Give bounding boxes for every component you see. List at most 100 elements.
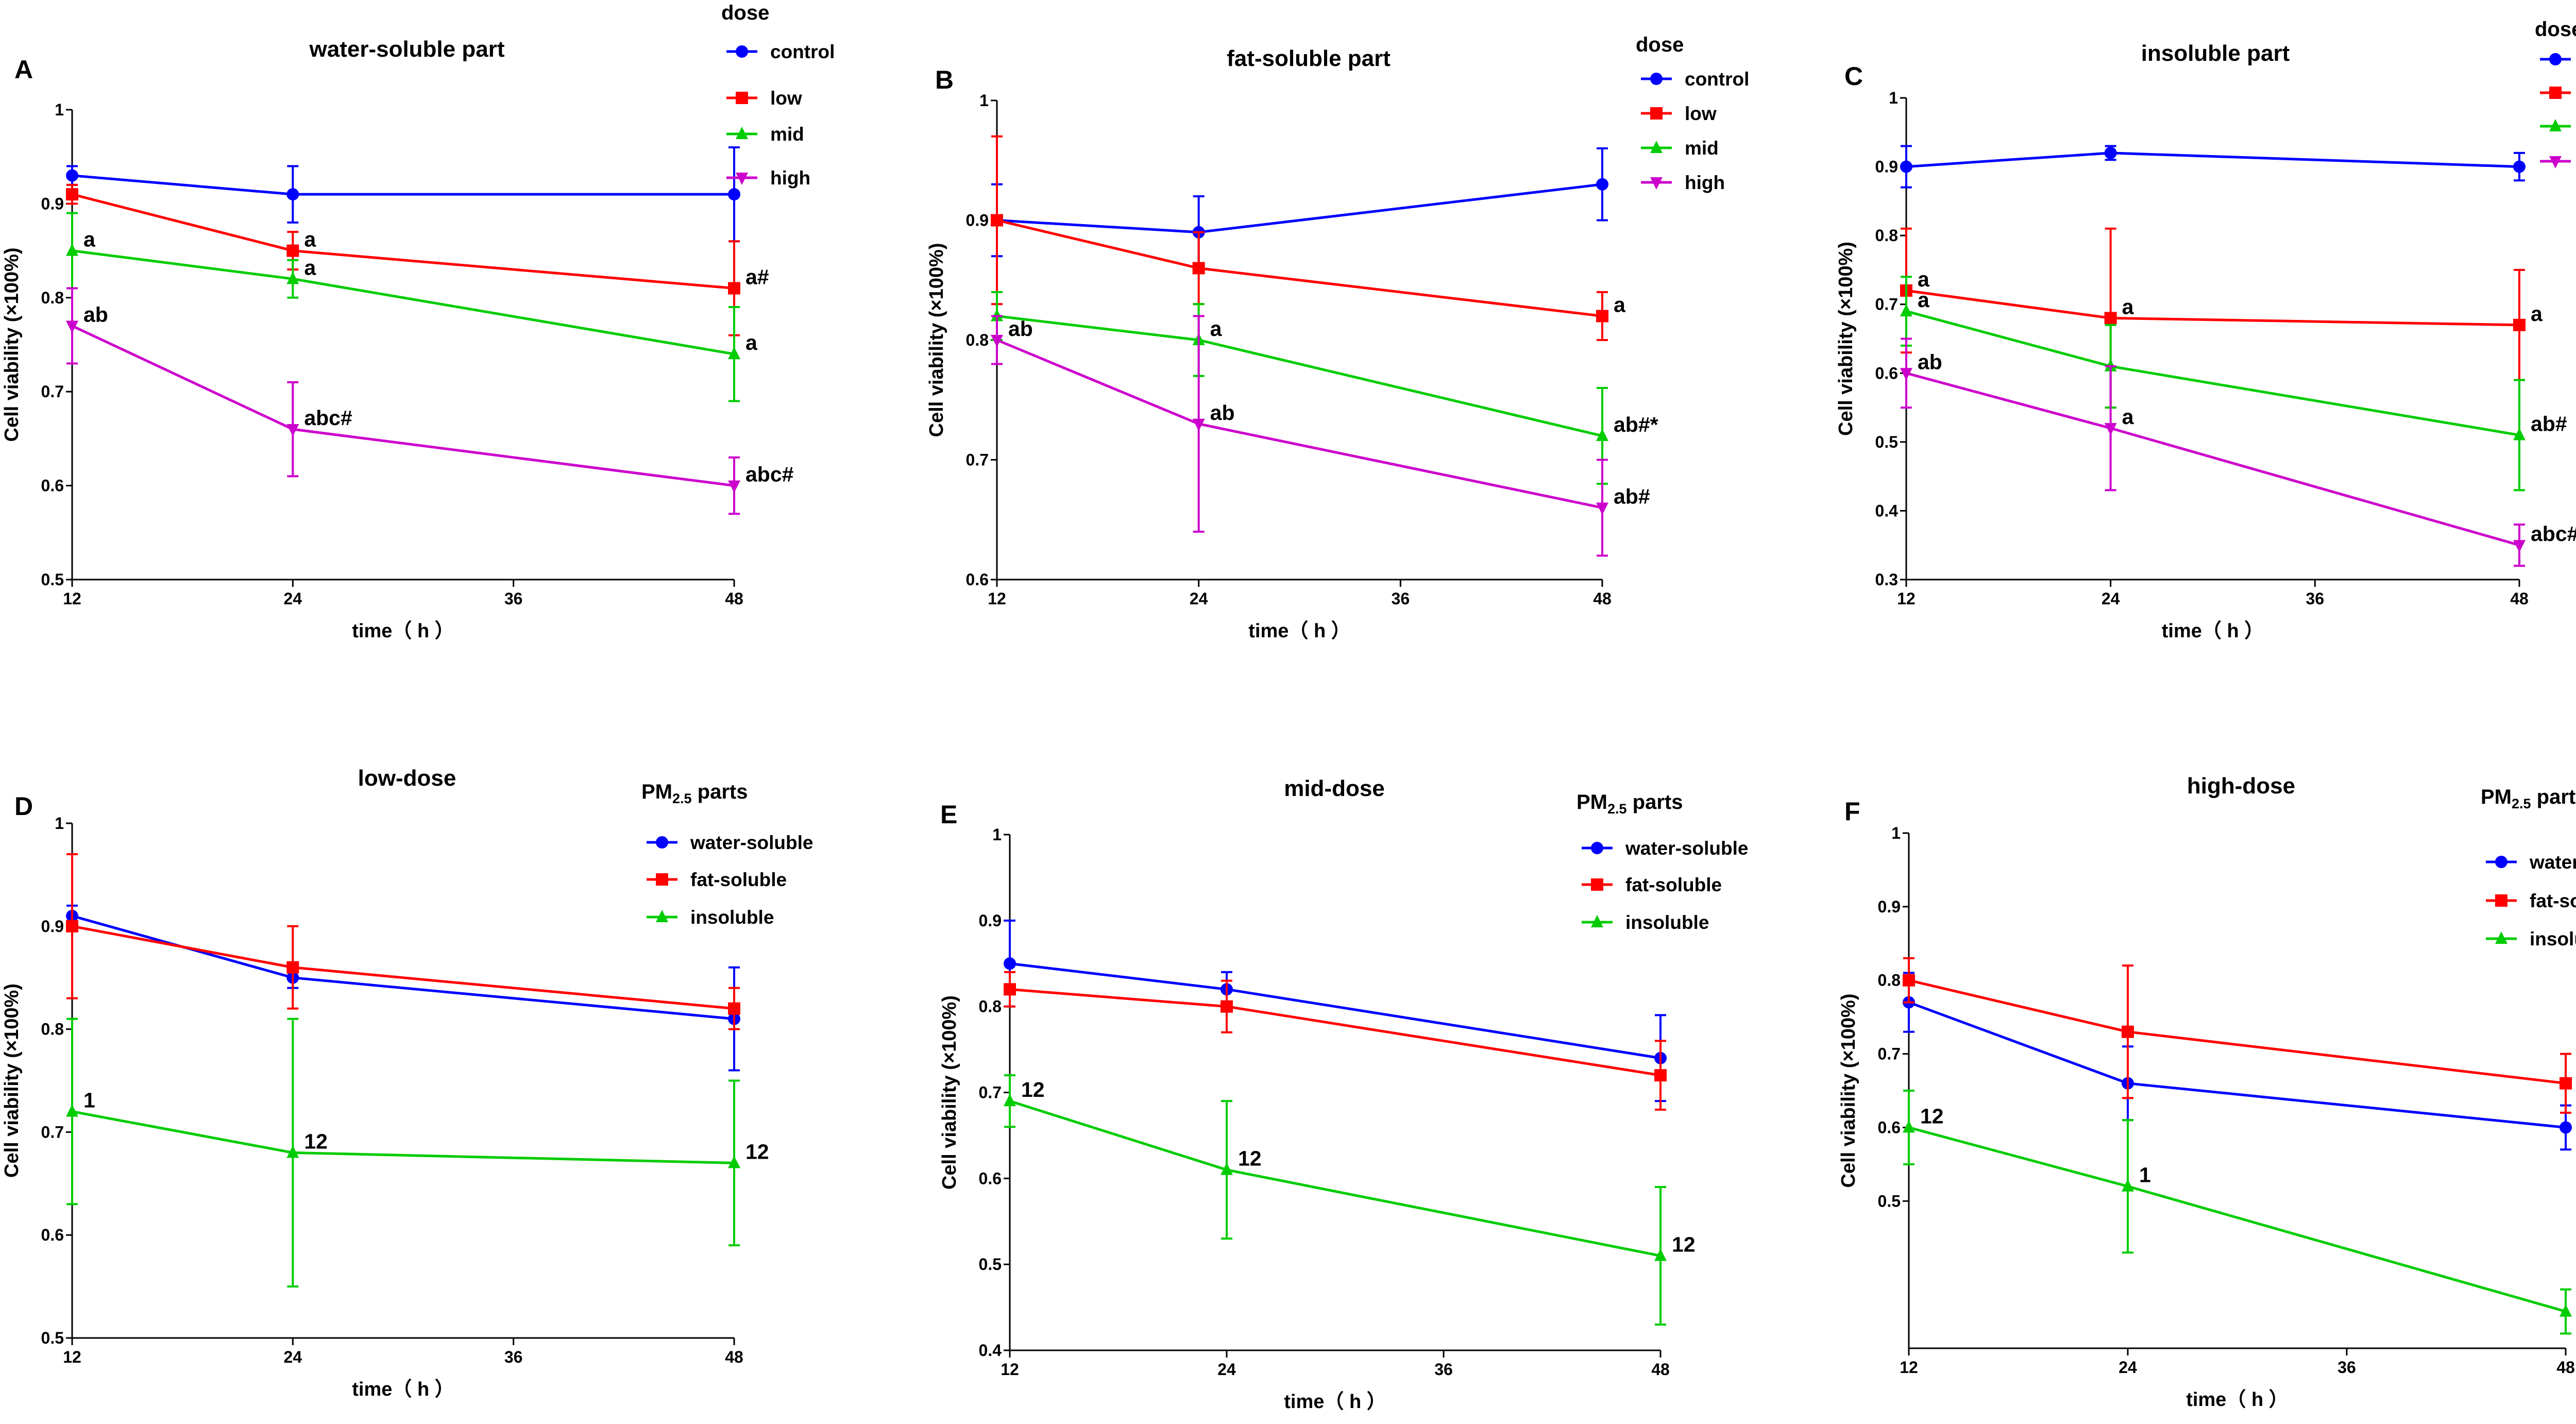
series-line (996, 315, 1603, 437)
data-point (1903, 1120, 1915, 1133)
legend-label: high (1685, 172, 1725, 193)
x-tick-label: 48 (725, 589, 743, 608)
legend-swatch-marker (1650, 177, 1663, 190)
x-tick-label: 48 (1593, 589, 1612, 608)
legend: PM2.5 parts water-soluble fat-soluble insol… (2481, 786, 2576, 950)
legend-swatch-marker (1591, 878, 1603, 891)
y-tick-label: 0.6 (41, 1226, 64, 1244)
series-line (1906, 151, 2520, 168)
series-line (1906, 371, 2520, 547)
x-tick-label: 12 (1001, 1360, 1019, 1379)
chart-panel-f: 0.5 0.6 0.7 0.8 0.9 1 12 24 36 48 time（ h ） Cell vi… (1838, 773, 2576, 1411)
panel-letter: D (14, 792, 33, 821)
series-line (1009, 988, 1661, 1077)
data-point (2513, 160, 2526, 173)
x-tick-label: 24 (1217, 1360, 1236, 1379)
y-tick-label: 1 (55, 100, 64, 119)
y-tick-label: 0.5 (979, 1255, 1002, 1274)
legend-label: fat-soluble (690, 869, 787, 890)
data-point (66, 188, 78, 201)
data-point (1192, 262, 1205, 275)
y-tick-label: 0.8 (1875, 226, 1898, 245)
legend-label: control (770, 41, 835, 62)
data-point (1654, 1248, 1667, 1261)
panel-title: low-dose (358, 766, 456, 791)
y-tick-label: 1 (1889, 89, 1898, 107)
x-axis-label: time（ h ） (352, 620, 454, 642)
panel-title: water-soluble part (309, 37, 505, 62)
series-insoluble (1903, 1090, 2572, 1335)
significance-label: a# (745, 265, 769, 289)
series-line (1009, 962, 1661, 1060)
legend-title: PM2.5 parts (1577, 791, 1683, 817)
y-axis-label: Cell viability (×100%) (1, 984, 23, 1178)
y-tick-label: 0.6 (1875, 364, 1898, 382)
series-line (1009, 1099, 1661, 1257)
significance-label: a (2531, 302, 2543, 326)
y-axis-label: Cell viability (×100%) (1, 248, 23, 442)
data-point (286, 188, 299, 201)
significance-label: ab# (1614, 485, 1650, 508)
legend-swatch-marker (2549, 87, 2562, 99)
x-axis-label: time（ h ） (1284, 1391, 1386, 1413)
series-mid (66, 212, 740, 402)
series-high (66, 287, 740, 515)
y-tick-label: 0.8 (41, 1020, 64, 1039)
legend-label: insoluble (1625, 912, 1709, 933)
significance-label: abc# (745, 463, 794, 486)
legend-swatch-marker (1650, 73, 1663, 85)
y-tick-label: 0.9 (966, 211, 989, 230)
x-tick-label: 48 (725, 1348, 743, 1366)
x-tick-label: 36 (504, 1348, 523, 1366)
series-line (72, 193, 735, 290)
legend-label: insoluble (2530, 928, 2576, 950)
significance-label: a (1210, 317, 1223, 341)
series-low (66, 183, 740, 336)
series-low (991, 135, 1608, 341)
data-point (2513, 540, 2526, 553)
y-tick-label: 0.9 (1878, 897, 1901, 916)
legend-label: control (1685, 69, 1749, 90)
data-point (728, 480, 740, 493)
data-point (1900, 304, 1912, 317)
series-line (1908, 1001, 2566, 1129)
y-tick-label: 0.7 (41, 1123, 64, 1141)
data-point (2560, 1077, 2572, 1090)
legend-swatch-marker (1650, 107, 1663, 120)
series-insoluble (1004, 1074, 1667, 1326)
x-tick-label: 36 (504, 589, 523, 608)
x-tick-label: 24 (1190, 589, 1208, 608)
y-tick-label: 1 (979, 91, 989, 110)
data-point (2104, 146, 2117, 159)
series-line (1906, 289, 2520, 327)
series-low (1900, 227, 2526, 409)
chart-panel-e: 0.4 0.5 0.6 0.7 0.8 0.9 1 12 24 36 48 time（ h ） Cell… (939, 776, 1749, 1413)
x-tick-label: 36 (1392, 589, 1410, 608)
x-tick-label: 12 (1900, 1358, 1918, 1377)
significance-label: a (1918, 267, 1930, 291)
significance-label: ab (83, 303, 108, 327)
y-tick-label: 0.7 (41, 382, 64, 401)
series-line (1908, 1126, 2566, 1313)
data-point (1192, 418, 1205, 431)
legend-swatch-marker (2495, 856, 2507, 868)
significance-label: a (304, 256, 316, 279)
data-point (2513, 428, 2526, 440)
data-point (66, 169, 78, 182)
data-point (286, 961, 299, 974)
significance-label: 12 (1021, 1078, 1045, 1101)
series-fat-soluble (66, 853, 740, 1030)
data-point (1900, 160, 1912, 173)
legend-swatch-marker (656, 836, 668, 849)
y-tick-label: 0.5 (41, 1329, 64, 1347)
legend-swatch-marker (2549, 119, 2562, 131)
significance-label: a (2122, 405, 2134, 429)
data-point (728, 1002, 740, 1015)
data-point (2104, 423, 2117, 436)
series-control (991, 147, 1608, 269)
x-tick-label: 36 (2306, 589, 2325, 608)
data-point (1221, 1000, 1233, 1013)
